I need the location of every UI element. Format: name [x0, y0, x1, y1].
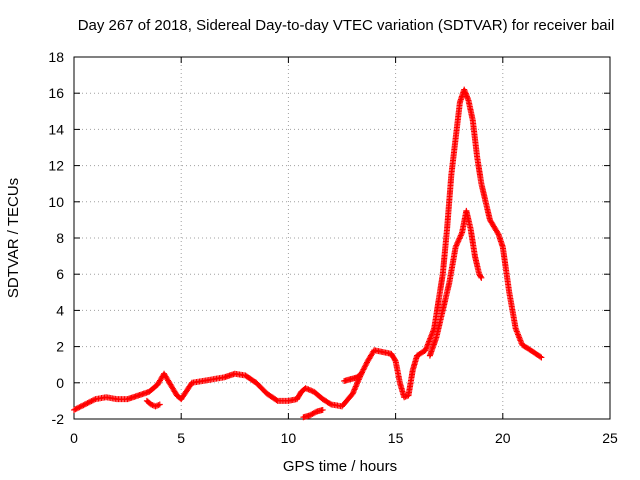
data-point — [89, 397, 96, 404]
data-point — [478, 274, 485, 281]
x-axis-label: GPS time / hours — [283, 458, 397, 475]
series-fragment-a — [143, 397, 163, 410]
data-point — [358, 370, 365, 377]
y-tick-label: -2 — [52, 411, 65, 427]
data-point — [71, 406, 77, 413]
data-point — [84, 400, 91, 407]
data-point — [72, 406, 79, 413]
series-main — [71, 86, 545, 413]
data-point — [391, 356, 398, 363]
series-secondary-branch — [426, 207, 485, 359]
data-point — [494, 230, 501, 237]
data-point — [319, 406, 326, 413]
data-point — [153, 402, 160, 409]
y-tick-label: 18 — [48, 49, 64, 65]
y-tick-label: 8 — [56, 230, 64, 246]
y-tick-label: 10 — [48, 194, 64, 210]
y-tick-label: 12 — [48, 158, 64, 174]
data-point — [155, 402, 162, 409]
data-point — [357, 371, 364, 378]
data-point — [88, 398, 95, 405]
x-tick-label: 25 — [602, 430, 618, 446]
data-point — [77, 403, 84, 410]
y-tick-label: 6 — [56, 266, 64, 282]
data-point — [156, 401, 163, 408]
data-point — [76, 404, 83, 411]
x-tick-label: 5 — [177, 430, 185, 446]
tick-layer: 0 5 10 15 20 25 -2 0 2 4 6 8 10 12 14 16 18 — [48, 49, 618, 446]
data-point — [80, 402, 87, 409]
y-tick-label: 2 — [56, 339, 64, 355]
data-point — [477, 273, 484, 280]
data-point — [87, 398, 94, 405]
data-point — [538, 354, 545, 361]
grid-layer — [74, 57, 610, 419]
y-tick-label: 16 — [48, 85, 64, 101]
data-point — [75, 404, 82, 411]
y-tick-label: 14 — [48, 121, 64, 137]
data-point — [537, 353, 544, 360]
data-point — [85, 399, 92, 406]
data-point — [79, 402, 86, 409]
data-layer — [71, 86, 545, 421]
data-point — [83, 400, 90, 407]
y-axis-label: SDTVAR / TECUs — [5, 178, 22, 298]
data-point — [327, 400, 334, 407]
data-point — [273, 397, 280, 404]
y-tick-label: 4 — [56, 302, 64, 318]
series-fragment-b — [300, 406, 326, 421]
y-tick-label: 0 — [56, 375, 64, 391]
series-fragment-c — [341, 370, 365, 384]
data-point — [91, 396, 98, 403]
x-tick-label: 15 — [388, 430, 404, 446]
chart-title: Day 267 of 2018, Sidereal Day-to-day VTE… — [78, 17, 615, 34]
data-point — [81, 401, 88, 408]
x-tick-label: 0 — [70, 430, 78, 446]
x-tick-label: 20 — [495, 430, 511, 446]
x-tick-label: 10 — [281, 430, 297, 446]
data-point — [73, 405, 80, 412]
